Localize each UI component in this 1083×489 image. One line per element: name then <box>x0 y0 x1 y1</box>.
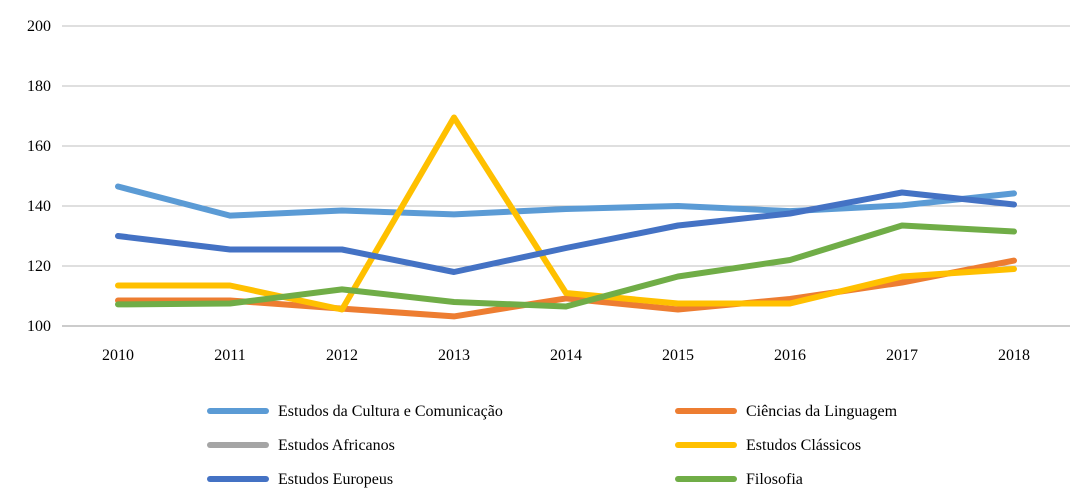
x-tick-label: 2015 <box>662 347 694 364</box>
series-line-3 <box>115 114 1017 313</box>
legend-label: Estudos Europeus <box>278 471 393 488</box>
y-tick-label: 200 <box>27 18 51 35</box>
x-tick-label: 2013 <box>438 347 470 364</box>
y-tick-label: 160 <box>27 138 51 155</box>
legend-label: Estudos Clássicos <box>746 437 861 454</box>
x-tick-label: 2012 <box>326 347 358 364</box>
legend-label: Estudos da Cultura e Comunicação <box>278 403 503 420</box>
legend-label: Estudos Africanos <box>278 437 395 454</box>
x-tick-label: 2011 <box>214 347 245 364</box>
legend-label: Filosofia <box>746 471 803 488</box>
y-axis-ticks: 100 120 140 160 180 200 <box>27 18 51 335</box>
series-line-0 <box>115 183 1017 219</box>
series-lines <box>115 114 1017 320</box>
y-tick-label: 100 <box>27 318 51 335</box>
y-tick-label: 120 <box>27 258 51 275</box>
x-tick-label: 2010 <box>102 347 134 364</box>
y-tick-label: 140 <box>27 198 51 215</box>
legend: Estudos da Cultura e Comunicação Ciências… <box>207 403 898 488</box>
series-line-4 <box>115 189 1017 275</box>
x-axis-ticks: 2010 2011 2012 2013 2014 2015 2016 2017 2018 <box>102 347 1030 364</box>
x-tick-label: 2018 <box>998 347 1030 364</box>
x-tick-label: 2016 <box>774 347 806 364</box>
legend-label: Ciências da Linguagem <box>746 403 898 420</box>
x-tick-label: 2017 <box>886 347 918 364</box>
series-line-5 <box>115 222 1017 310</box>
x-tick-label: 2014 <box>550 347 582 364</box>
y-tick-label: 180 <box>27 78 51 95</box>
